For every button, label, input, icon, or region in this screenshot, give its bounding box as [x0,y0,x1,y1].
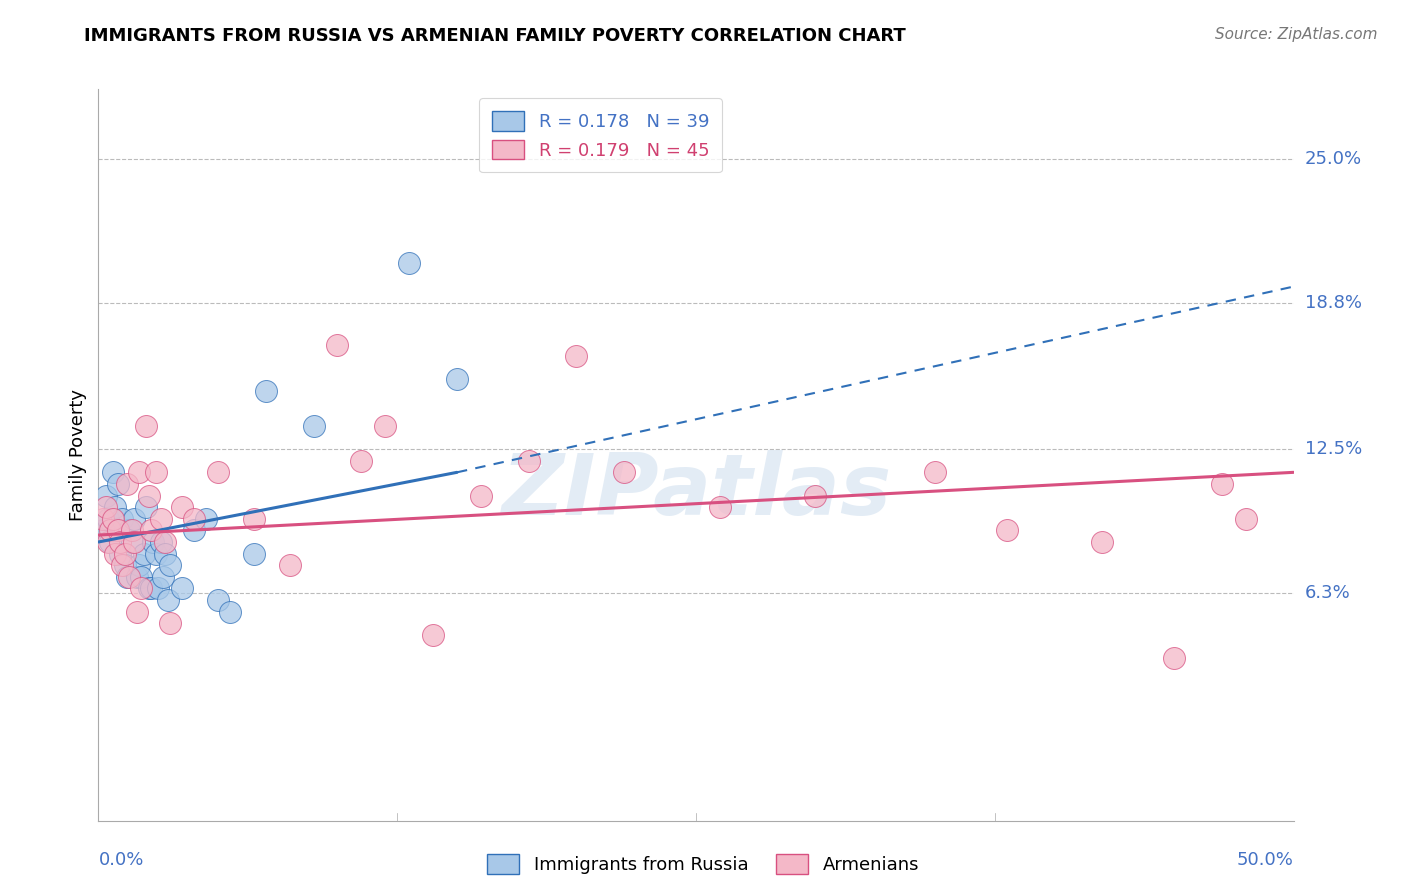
Point [613,466,636,480]
Point [107,524,129,538]
Point [155,547,177,561]
Point [125,605,148,619]
Point [91,512,114,526]
Point [148,582,170,596]
Legend: Immigrants from Russia, Armenians: Immigrants from Russia, Armenians [478,845,928,883]
Point [159,616,181,631]
Point [195,512,218,526]
Point [149,512,172,526]
Point [108,535,131,549]
Point [374,418,396,433]
Point [115,477,138,491]
Point [97,535,120,549]
Point [118,524,141,538]
Point [98,535,122,549]
Point [302,418,325,433]
Point [124,512,146,526]
Point [135,500,157,515]
Text: IMMIGRANTS FROM RUSSIA VS ARMENIAN FAMILY POVERTY CORRELATION CHART: IMMIGRANTS FROM RUSSIA VS ARMENIAN FAMIL… [84,27,905,45]
Point [183,512,205,526]
Text: ZIPatlas: ZIPatlas [501,450,891,533]
Point [159,558,181,573]
Point [135,418,157,433]
Point [350,454,373,468]
Point [243,547,266,561]
Point [243,512,266,526]
Point [128,558,150,573]
Point [121,535,143,549]
Point [142,535,165,549]
Point [995,524,1018,538]
Point [1234,512,1257,526]
Point [98,524,122,538]
Point [804,489,827,503]
Point [709,500,731,515]
Point [139,582,162,596]
Point [172,500,194,515]
Point [183,524,205,538]
Point [254,384,277,398]
Point [422,628,444,642]
Point [565,349,588,363]
Point [446,372,468,386]
Point [470,489,492,503]
Legend: R = 0.178   N = 39, R = 0.179   N = 45: R = 0.178 N = 39, R = 0.179 N = 45 [479,98,721,172]
Point [104,500,127,515]
Point [114,547,136,561]
Point [128,466,150,480]
Point [114,558,136,573]
Point [107,477,129,491]
Text: 0.0%: 0.0% [98,851,143,869]
Point [125,570,148,584]
Point [111,512,134,526]
Point [1211,477,1233,491]
Text: 50.0%: 50.0% [1237,851,1294,869]
Point [91,524,114,538]
Point [145,547,167,561]
Text: 18.8%: 18.8% [1305,293,1361,312]
Point [115,570,138,584]
Point [1163,651,1185,665]
Point [104,547,127,561]
Point [101,466,124,480]
Text: 12.5%: 12.5% [1305,440,1362,458]
Y-axis label: Family Poverty: Family Poverty [69,389,87,521]
Text: 25.0%: 25.0% [1305,150,1362,168]
Point [145,466,167,480]
Point [131,570,153,584]
Point [94,500,117,515]
Point [94,489,117,503]
Point [149,535,172,549]
Point [278,558,301,573]
Point [111,558,134,573]
Point [398,256,420,270]
Point [207,466,229,480]
Text: Source: ZipAtlas.com: Source: ZipAtlas.com [1215,27,1378,42]
Point [121,524,143,538]
Point [138,582,160,596]
Point [124,535,146,549]
Point [155,535,177,549]
Point [97,512,120,526]
Point [172,582,194,596]
Point [326,337,349,351]
Point [138,489,160,503]
Text: 6.3%: 6.3% [1305,584,1350,602]
Point [156,593,179,607]
Point [101,512,124,526]
Point [152,570,174,584]
Point [139,524,162,538]
Point [219,605,242,619]
Point [207,593,229,607]
Point [131,582,153,596]
Point [517,454,540,468]
Point [118,570,141,584]
Point [132,547,155,561]
Point [108,547,131,561]
Point [924,466,946,480]
Point [1091,535,1114,549]
